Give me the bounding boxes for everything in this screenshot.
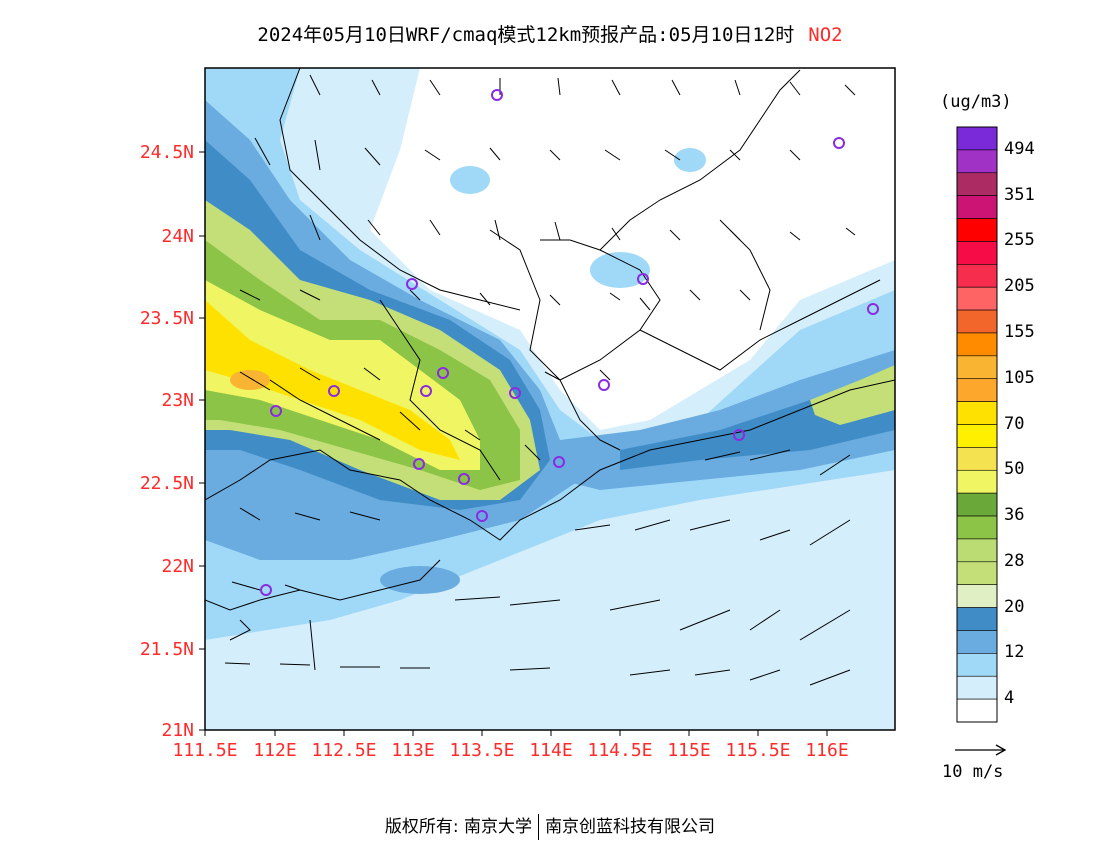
colorbar-swatch (956, 378, 998, 402)
lon-label-112-5: 112.5E (311, 740, 377, 761)
colorbar-label: 28 (1004, 550, 1025, 571)
colorbar-label: 105 (1004, 367, 1035, 388)
colorbar-swatch (956, 584, 998, 608)
lon-label-112: 112E (253, 740, 297, 761)
colorbar-label: 205 (1004, 276, 1035, 297)
lat-label-23: 23N (161, 390, 194, 411)
copyright-footer: 版权所有: 南京大学 南京创蓝科技有限公司 (0, 812, 1100, 840)
colorbar-swatch (956, 264, 998, 288)
lat-label-22: 22N (161, 556, 194, 577)
lat-label-21: 21N (161, 720, 194, 741)
colorbar-swatch (956, 447, 998, 471)
lon-label-115: 115E (667, 740, 711, 761)
lon-label-114-5: 114.5E (587, 740, 653, 761)
footer-separator (538, 814, 540, 840)
colorbar-swatch (956, 126, 998, 151)
colorbar-swatch (956, 195, 998, 219)
colorbar-units: (ug/m3) (940, 92, 1012, 112)
lat-label-24: 24N (161, 226, 194, 247)
colorbar-swatch (956, 401, 998, 425)
colorbar-label: 12 (1004, 642, 1025, 663)
lon-label-113: 113E (391, 740, 435, 761)
colorbar-swatch (956, 538, 998, 563)
axis-ticks (199, 151, 828, 736)
colorbar-swatch (956, 607, 998, 631)
lat-label-23-5: 23.5N (139, 308, 194, 329)
colorbar-label: 255 (1004, 230, 1035, 251)
colorbar-swatch (956, 309, 998, 334)
colorbar-swatch (956, 492, 998, 517)
concentration-field (205, 68, 895, 730)
title-species: NO2 (808, 24, 843, 46)
boundary-lines (205, 68, 895, 671)
map-title: 2024年05月10日WRF/cmaq模式12km预报产品:05月10日12时 N… (0, 20, 1100, 47)
lon-label-116: 116E (805, 740, 849, 761)
lon-label-111-5: 111.5E (172, 740, 238, 761)
colorbar-swatch (956, 355, 998, 380)
colorbar-swatch (956, 469, 998, 494)
colorbar-swatch (956, 149, 998, 174)
lat-label-24-5: 24.5N (139, 142, 194, 163)
colorbar-label: 155 (1004, 321, 1035, 342)
colorbar-swatch (956, 515, 998, 540)
colorbar-label: 70 (1004, 413, 1025, 434)
lat-label-21-5: 21.5N (139, 639, 194, 660)
lon-label-114: 114E (529, 740, 573, 761)
colorbar-label: 50 (1004, 459, 1025, 480)
colorbar (956, 126, 998, 723)
colorbar-frame (956, 126, 998, 723)
colorbar-swatch (956, 630, 998, 654)
map-frame (204, 67, 896, 731)
wind-legend-label: 10 m/s (942, 762, 1004, 782)
colorbar-label: 351 (1004, 184, 1035, 205)
lat-label-22-5: 22.5N (139, 473, 194, 494)
lon-label-113-5: 113.5E (449, 740, 515, 761)
colorbar-swatch (956, 218, 998, 242)
colorbar-swatch (956, 698, 998, 723)
footer-right: 南京创蓝科技有限公司 (545, 817, 716, 837)
colorbar-swatch (956, 286, 998, 311)
colorbar-label: 20 (1004, 596, 1025, 617)
lon-label-115-5: 115.5E (725, 740, 791, 761)
colorbar-swatch (956, 241, 998, 265)
colorbar-swatch (956, 561, 998, 585)
colorbar-swatch (956, 424, 998, 448)
wind-vectors (224, 74, 856, 686)
colorbar-label: 4 (1004, 688, 1015, 709)
footer-left: 版权所有: 南京大学 (384, 817, 533, 837)
colorbar-swatch (956, 332, 998, 357)
title-text: 2024年05月10日WRF/cmaq模式12km预报产品:05月10日12时 (257, 24, 795, 46)
colorbar-swatch (956, 172, 998, 196)
monitoring-stations (260, 89, 879, 596)
colorbar-label: 494 (1004, 138, 1035, 159)
colorbar-swatch (956, 675, 998, 700)
colorbar-swatch (956, 653, 998, 677)
wind-legend-arrow (955, 744, 1007, 756)
colorbar-label: 36 (1004, 505, 1025, 526)
